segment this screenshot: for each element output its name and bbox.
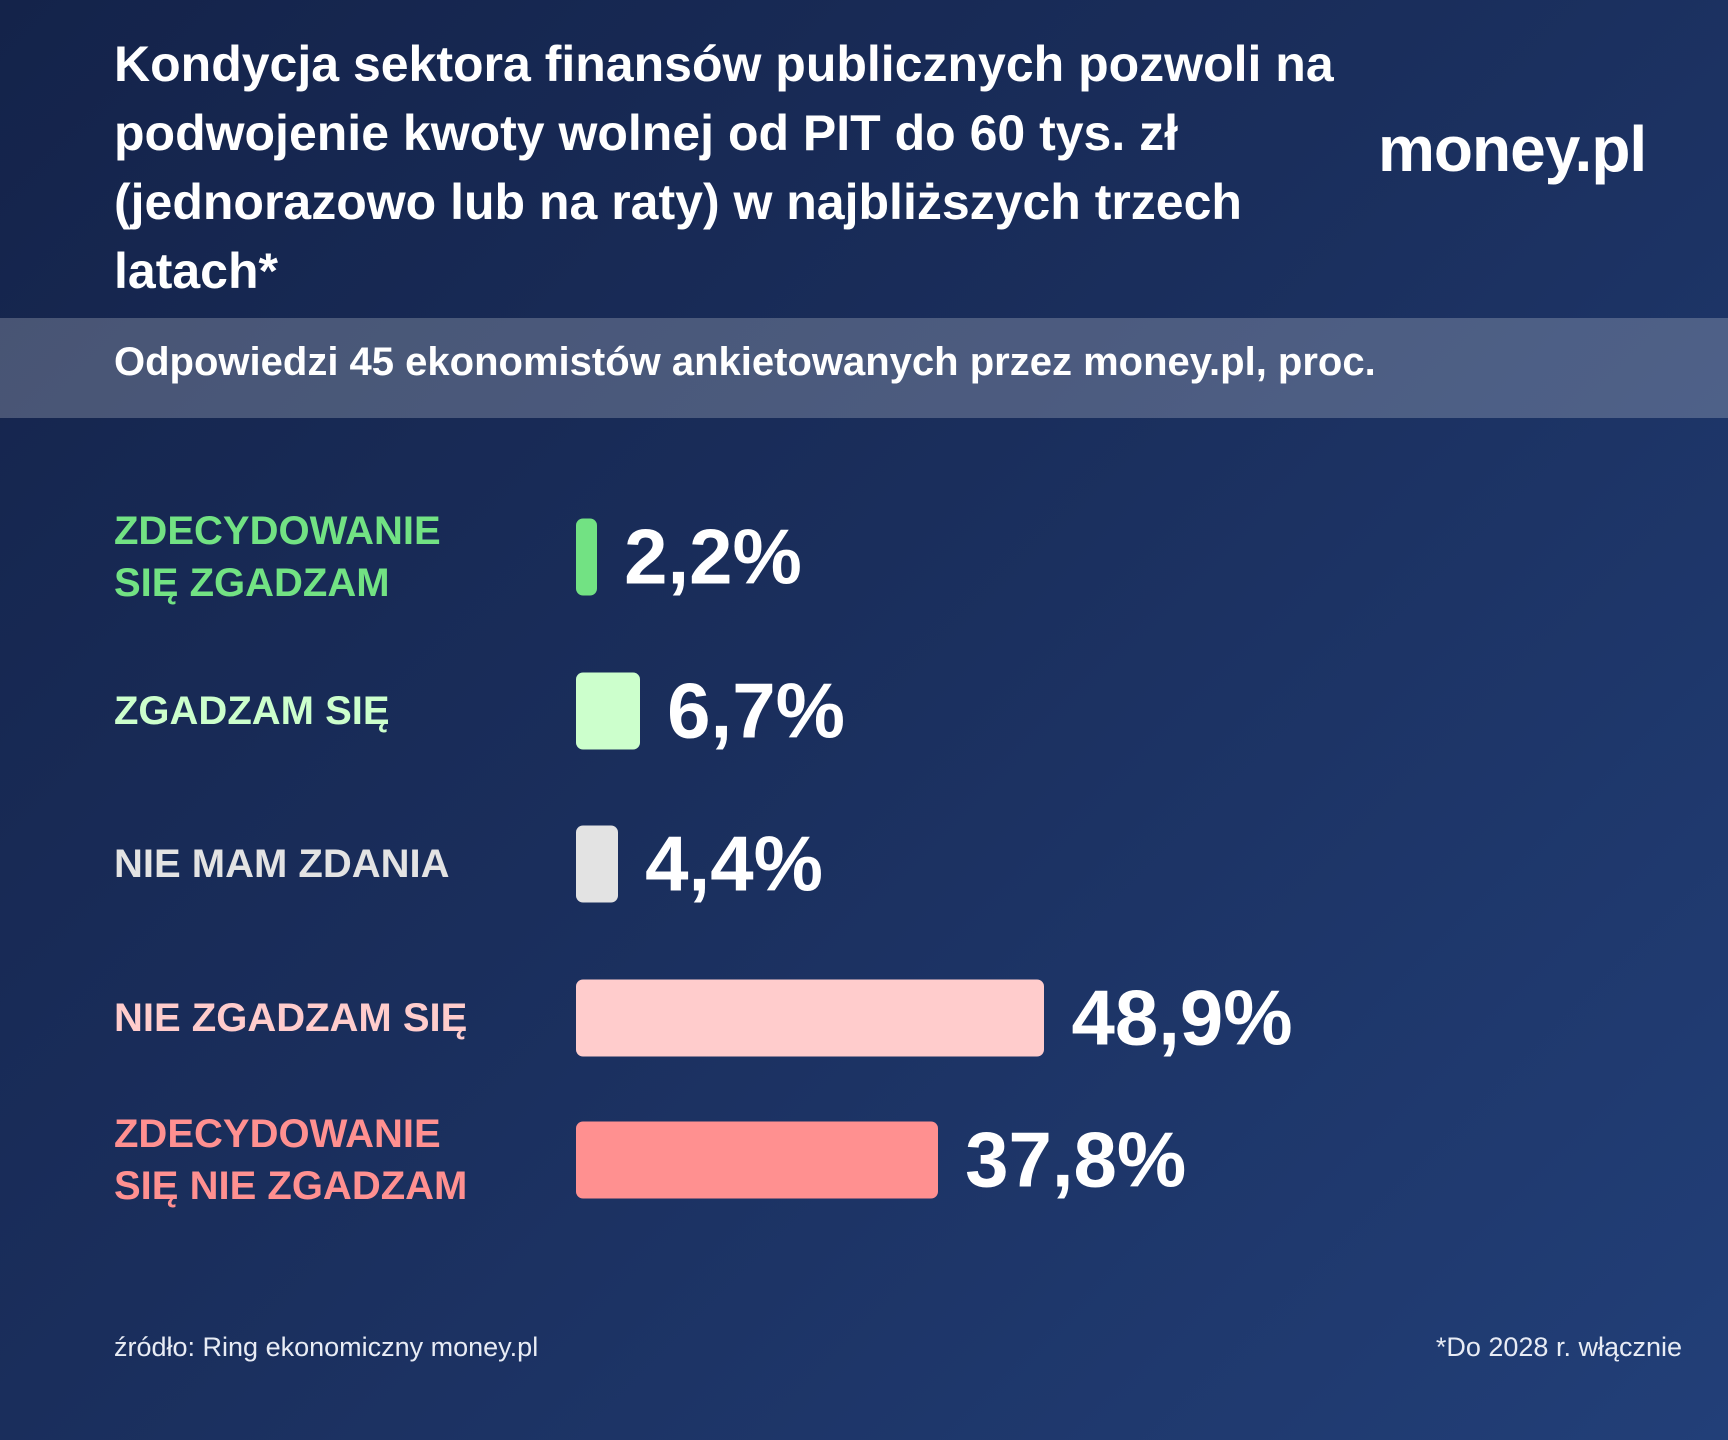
footnote: *Do 2028 r. włącznie — [1435, 1332, 1682, 1362]
source: źródło: Ring ekonomiczny money.pl — [114, 1332, 539, 1362]
bar — [576, 672, 641, 750]
value-label: 48,9% — [1071, 973, 1293, 1062]
chart-subtitle: Odpowiedzi 45 ekonomistów ankietowanych … — [114, 340, 1376, 384]
category-label: ZDECYDOWANIE SIĘ ZGADZAM — [114, 509, 441, 605]
bar — [576, 979, 1045, 1057]
value-label: 4,4% — [645, 819, 823, 908]
category-label: NIE MAM ZDANIA — [114, 842, 450, 886]
bar — [576, 518, 598, 596]
bar — [576, 1121, 939, 1199]
category-label: ZDECYDOWANIE SIĘ NIE ZGADZAM — [114, 1112, 468, 1208]
logo: money.pl — [1378, 113, 1647, 185]
bar — [576, 825, 619, 903]
value-label: 6,7% — [667, 666, 845, 755]
chart-title: Kondycja sektora finansów publicznych po… — [114, 36, 1334, 299]
category-label: NIE ZGADZAM SIĘ — [114, 996, 468, 1040]
value-label: 2,2% — [624, 512, 802, 601]
value-label: 37,8% — [965, 1115, 1187, 1204]
category-label: ZGADZAM SIĘ — [114, 689, 390, 733]
subtitle-band — [0, 318, 1728, 418]
